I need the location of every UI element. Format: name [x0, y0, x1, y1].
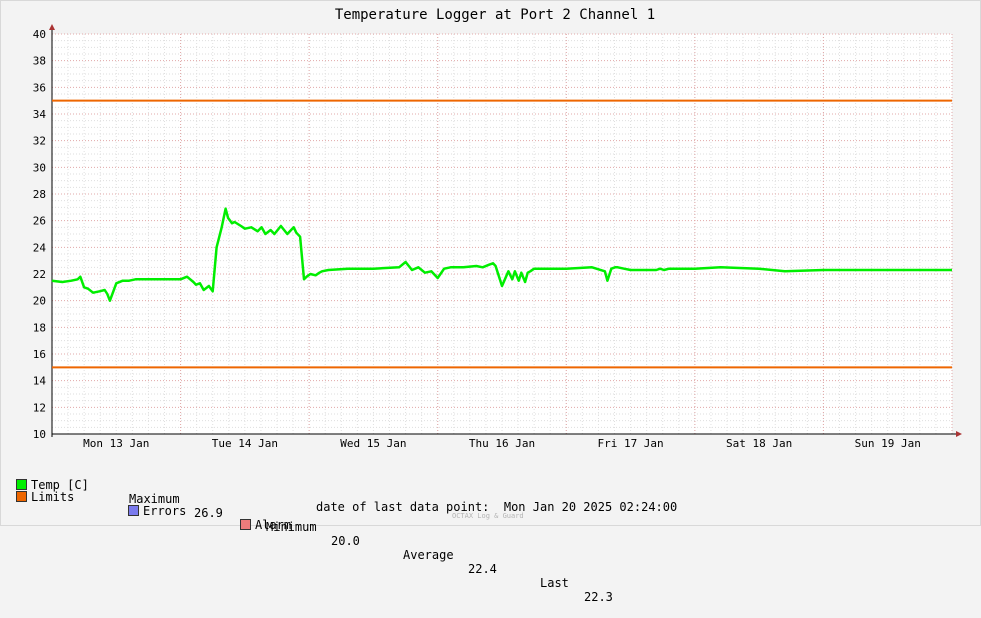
legend-status-row: Limits Errors Alarm	[16, 476, 291, 546]
average-label: Average	[403, 548, 454, 562]
x-tick-label: Thu 16 Jan	[469, 437, 535, 450]
y-tick-label: 16	[33, 348, 46, 361]
x-tick-label: Mon 13 Jan	[83, 437, 149, 450]
y-tick-label: 22	[33, 268, 46, 281]
legend-errors-label: Errors	[143, 504, 187, 518]
limits-swatch	[16, 491, 27, 502]
y-tick-label: 24	[33, 241, 47, 254]
last-label: Last	[540, 576, 569, 590]
legend-limits: Limits	[16, 490, 74, 504]
y-tick-label: 36	[33, 81, 46, 94]
legend-errors: Errors	[128, 504, 186, 518]
chart-frame: 10 12 14 16 18 20 22 24 26 28 30 32 34 36 38 40 Mon 13 J…	[0, 0, 981, 604]
y-tick-label: 26	[33, 215, 46, 228]
x-tick-label: Sun 19 Jan	[855, 437, 921, 450]
average-value: 22.4	[468, 562, 497, 576]
alarm-swatch	[240, 519, 251, 530]
y-tick-label: 38	[33, 55, 46, 68]
legend-alarm: Alarm	[240, 518, 291, 532]
last-value: 22.3	[584, 590, 613, 604]
y-tick-label: 20	[33, 295, 46, 308]
legend-temp: Temp [C]	[16, 478, 89, 492]
legend-limits-label: Limits	[31, 490, 75, 504]
minimum-value: 20.0	[331, 534, 360, 548]
legend-alarm-label: Alarm	[255, 518, 292, 532]
y-tick-label: 32	[33, 135, 46, 148]
errors-swatch	[128, 505, 139, 516]
y-tick-label: 40	[33, 28, 46, 41]
temp-series-line	[51, 207, 952, 302]
y-tick-label: 12	[33, 401, 46, 414]
legend-temp-label: Temp [C]	[31, 478, 89, 492]
x-tick-label: Tue 14 Jan	[212, 437, 278, 450]
chart-canvas: 10 12 14 16 18 20 22 24 26 28 30 32 34 36 38 40 Mon 13 J…	[33, 7, 962, 450]
x-tick-label: Sat 18 Jan	[726, 437, 792, 450]
x-tick-label: Wed 15 Jan	[340, 437, 406, 450]
y-tick-label: 30	[33, 161, 46, 174]
y-tick-label: 10	[33, 428, 46, 441]
maximum-label: Maximum	[129, 492, 180, 506]
x-axis-arrow	[956, 431, 962, 437]
y-tick-label: 34	[33, 108, 47, 121]
brand-watermark: OCTAX Log & Guard	[452, 512, 524, 520]
chart-title: Temperature Logger at Port 2 Channel 1	[335, 7, 655, 23]
temp-swatch	[16, 479, 27, 490]
last-data-point: date of last data point: Mon Jan 20 2025…	[316, 500, 678, 514]
y-tick-label: 18	[33, 321, 46, 334]
y-tick-label: 14	[33, 375, 47, 388]
maximum-value: 26.9	[194, 506, 223, 520]
y-tick-label: 28	[33, 188, 46, 201]
y-axis-arrow	[49, 24, 55, 30]
x-tick-label: Fri 17 Jan	[597, 437, 663, 450]
